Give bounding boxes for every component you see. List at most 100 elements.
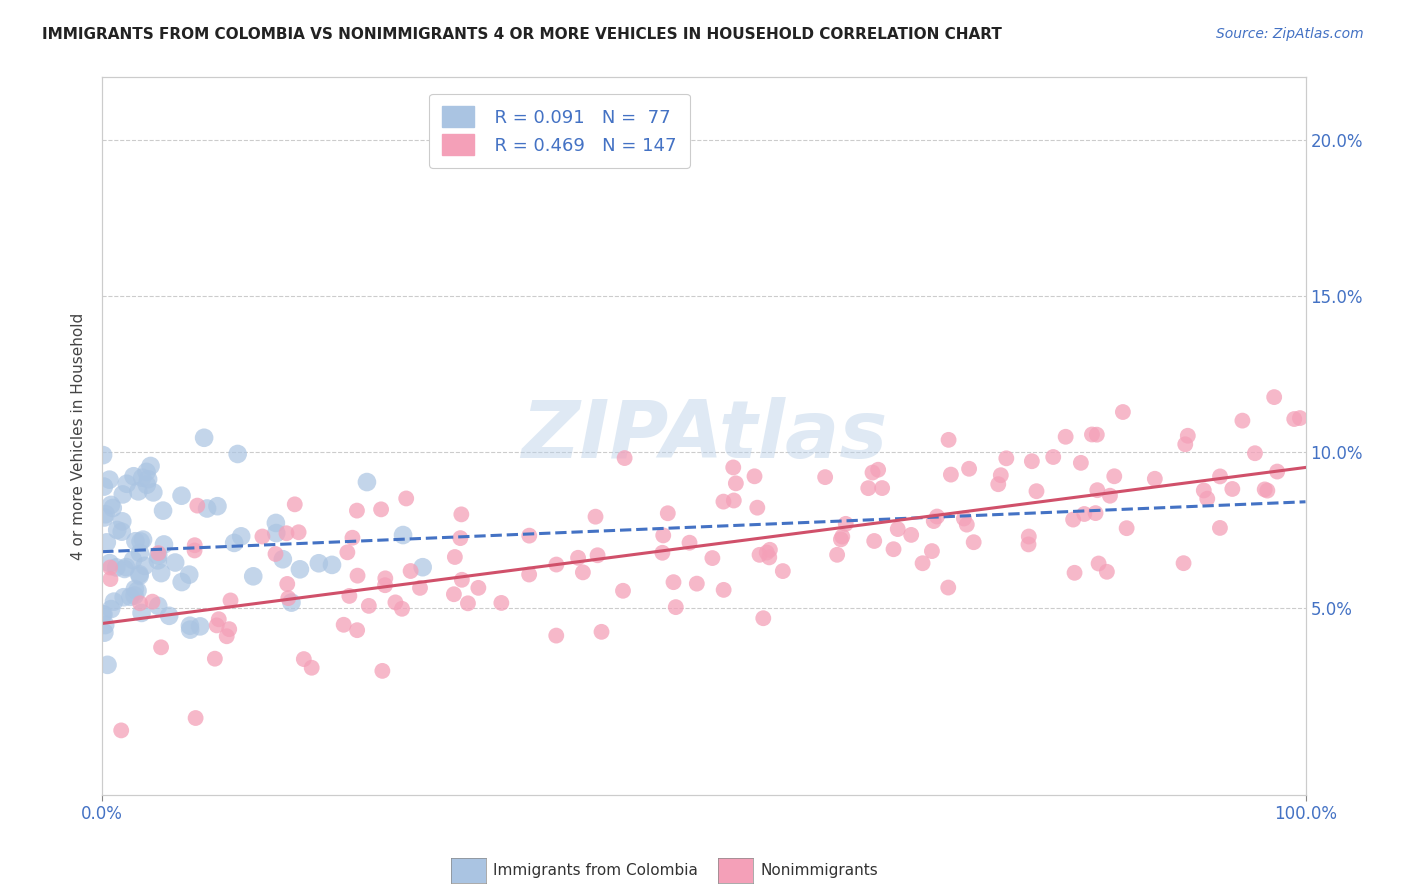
Point: [242, 569, 264, 583]
Point: [336, 545, 359, 559]
Point: [1085, 483, 1108, 498]
Point: [110, 723, 132, 738]
Point: [195, 501, 218, 516]
Point: [1084, 506, 1107, 520]
Point: [357, 599, 380, 613]
Point: [150, 640, 173, 655]
Point: [346, 568, 368, 582]
Point: [1143, 472, 1166, 486]
Point: [772, 564, 794, 578]
Point: [288, 562, 311, 576]
Point: [863, 533, 886, 548]
Point: [744, 469, 766, 483]
Point: [1098, 489, 1121, 503]
Point: [1174, 437, 1197, 451]
Point: [188, 619, 211, 633]
Point: [612, 583, 634, 598]
Point: [115, 560, 138, 574]
Point: [342, 531, 364, 545]
Point: [129, 596, 152, 610]
Text: ZIPAtlas: ZIPAtlas: [520, 397, 887, 475]
Point: [356, 475, 378, 489]
Point: [613, 451, 636, 466]
Point: [1104, 469, 1126, 483]
Point: [963, 535, 986, 549]
Point: [276, 577, 298, 591]
Point: [713, 494, 735, 508]
Point: [1042, 450, 1064, 464]
Point: [131, 471, 153, 485]
Point: [887, 522, 910, 536]
Point: [127, 583, 149, 598]
Point: [652, 528, 675, 542]
Point: [321, 558, 343, 572]
Point: [567, 550, 589, 565]
Point: [105, 560, 128, 574]
Point: [271, 552, 294, 566]
Point: [111, 524, 134, 539]
Point: [153, 537, 176, 551]
Point: [443, 587, 465, 601]
Point: [91, 448, 114, 462]
Point: [111, 487, 134, 501]
Point: [1087, 557, 1109, 571]
Point: [141, 595, 163, 609]
Point: [467, 581, 489, 595]
Point: [752, 611, 775, 625]
Point: [1220, 482, 1243, 496]
Point: [724, 476, 747, 491]
Point: [93, 607, 115, 622]
Point: [370, 502, 392, 516]
Point: [165, 556, 187, 570]
Point: [218, 622, 240, 636]
Text: Nonimmigrants: Nonimmigrants: [761, 863, 877, 878]
Point: [93, 510, 115, 524]
Point: [93, 480, 115, 494]
Point: [1081, 427, 1104, 442]
Point: [111, 514, 134, 528]
Point: [184, 538, 207, 552]
Point: [148, 599, 170, 613]
Point: [900, 528, 922, 542]
Point: [391, 602, 413, 616]
Point: [128, 567, 150, 582]
Point: [204, 651, 226, 665]
Point: [94, 507, 117, 521]
Point: [287, 525, 309, 540]
Point: [105, 523, 128, 537]
Point: [136, 472, 159, 486]
Point: [1025, 484, 1047, 499]
Point: [830, 533, 852, 547]
Point: [115, 476, 138, 491]
Point: [120, 590, 142, 604]
Point: [332, 617, 354, 632]
Point: [94, 618, 117, 632]
Point: [1073, 507, 1095, 521]
Point: [1018, 529, 1040, 543]
Point: [148, 549, 170, 563]
Point: [112, 591, 135, 605]
Y-axis label: 4 or more Vehicles in Household: 4 or more Vehicles in Household: [72, 312, 86, 560]
Point: [1062, 512, 1084, 526]
Point: [409, 581, 432, 595]
Point: [1265, 465, 1288, 479]
Point: [1197, 491, 1219, 506]
Point: [215, 629, 238, 643]
Point: [277, 591, 299, 606]
Point: [1070, 456, 1092, 470]
Point: [150, 566, 173, 581]
Point: [122, 469, 145, 483]
Point: [129, 534, 152, 549]
Point: [374, 571, 396, 585]
Point: [1244, 446, 1267, 460]
Point: [1085, 427, 1108, 442]
Point: [100, 602, 122, 616]
Point: [157, 608, 180, 623]
Point: [264, 526, 287, 541]
Point: [936, 581, 959, 595]
Point: [184, 711, 207, 725]
Point: [831, 530, 853, 544]
Point: [301, 661, 323, 675]
Point: [98, 473, 121, 487]
Point: [127, 484, 149, 499]
